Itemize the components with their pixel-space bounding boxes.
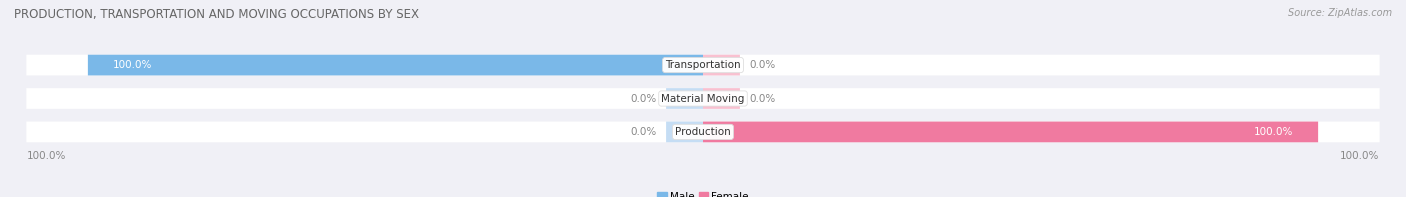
Text: 0.0%: 0.0% xyxy=(631,127,657,137)
Text: Production: Production xyxy=(675,127,731,137)
Text: PRODUCTION, TRANSPORTATION AND MOVING OCCUPATIONS BY SEX: PRODUCTION, TRANSPORTATION AND MOVING OC… xyxy=(14,8,419,21)
Text: 100.0%: 100.0% xyxy=(1254,127,1294,137)
Text: 100.0%: 100.0% xyxy=(27,151,66,161)
Text: 0.0%: 0.0% xyxy=(749,60,775,70)
Legend: Male, Female: Male, Female xyxy=(654,188,752,197)
FancyBboxPatch shape xyxy=(87,55,703,75)
Text: 0.0%: 0.0% xyxy=(631,94,657,103)
FancyBboxPatch shape xyxy=(666,122,703,142)
FancyBboxPatch shape xyxy=(27,55,1379,75)
FancyBboxPatch shape xyxy=(666,88,703,109)
FancyBboxPatch shape xyxy=(703,88,740,109)
FancyBboxPatch shape xyxy=(27,88,1379,109)
Text: Source: ZipAtlas.com: Source: ZipAtlas.com xyxy=(1288,8,1392,18)
FancyBboxPatch shape xyxy=(27,122,1379,142)
Text: 0.0%: 0.0% xyxy=(749,94,775,103)
Text: Material Moving: Material Moving xyxy=(661,94,745,103)
Text: 100.0%: 100.0% xyxy=(1340,151,1379,161)
Text: Transportation: Transportation xyxy=(665,60,741,70)
FancyBboxPatch shape xyxy=(703,122,1319,142)
Text: 100.0%: 100.0% xyxy=(112,60,152,70)
FancyBboxPatch shape xyxy=(703,55,740,75)
